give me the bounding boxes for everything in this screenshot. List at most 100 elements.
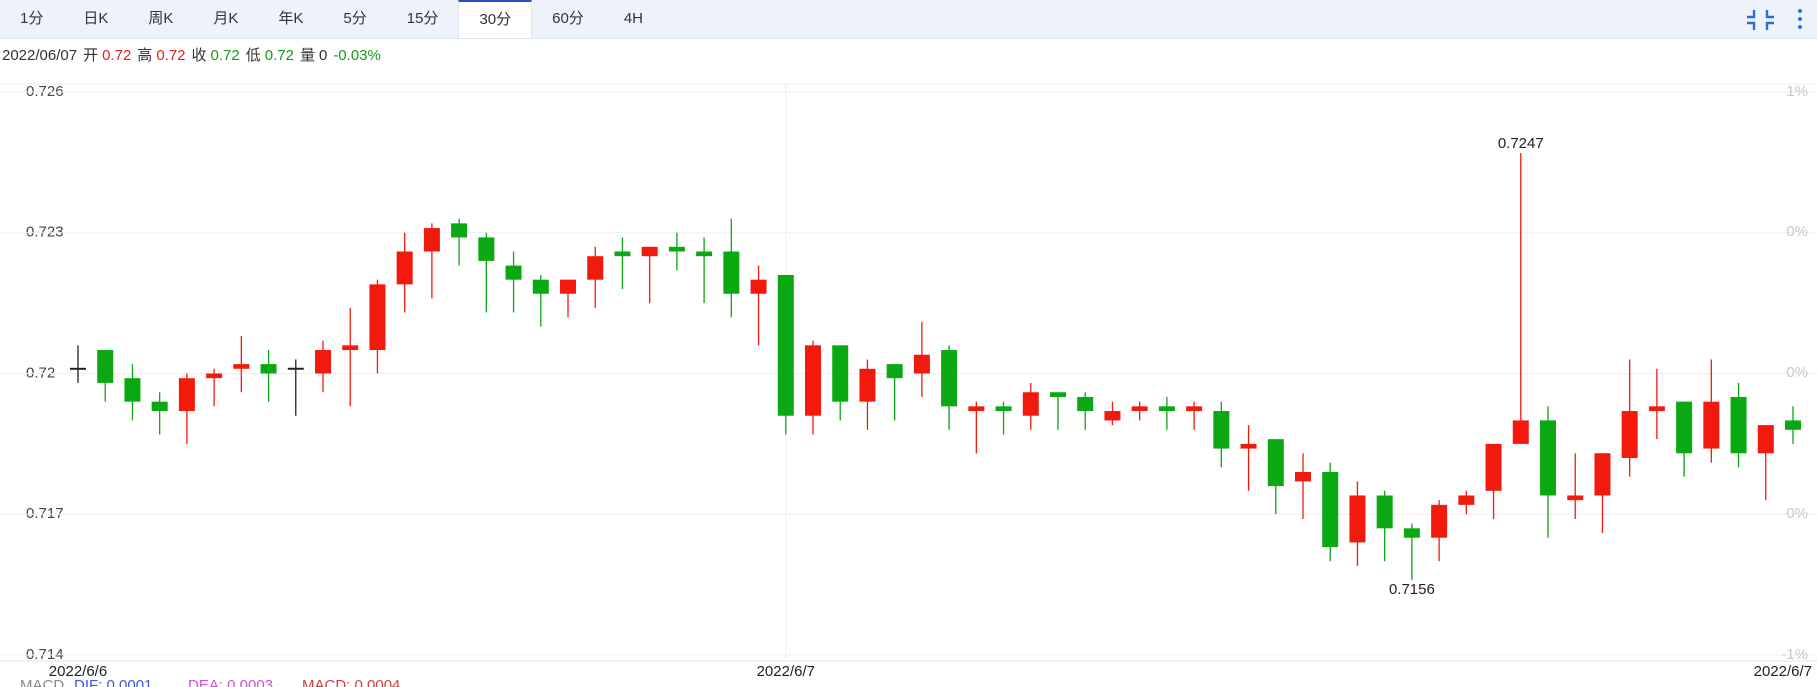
macd-label: MACD: [20, 677, 64, 687]
candle-body: [1022, 392, 1039, 416]
candle-body: [505, 265, 522, 280]
candle-body: [260, 364, 277, 374]
candle-body: [723, 251, 740, 294]
candle-body: [1757, 425, 1774, 454]
candle-body: [1077, 396, 1094, 412]
candle-body: [668, 246, 685, 252]
candle-body: [1567, 495, 1584, 501]
candle-body: [1703, 401, 1720, 449]
period-tab[interactable]: 1分: [20, 10, 44, 27]
info-label: 低: [245, 47, 261, 64]
candle-body: [1104, 411, 1121, 421]
candle-body: [1485, 443, 1502, 491]
info-value: 0.72: [102, 47, 132, 64]
period-tab[interactable]: 周K: [148, 10, 174, 27]
info-value: 0.72: [264, 47, 294, 64]
period-tabs: 1分 日K 周K 月K 年K 5分 15分 30分 60分 4H: [0, 0, 1817, 39]
candle-body: [1267, 439, 1284, 487]
candle-body: [941, 350, 958, 407]
candle-body: [124, 378, 141, 402]
collapse-icon[interactable]: [1747, 10, 1774, 30]
candle-body: [1158, 406, 1175, 412]
x-tick-label: 2022/6/7: [757, 663, 815, 680]
candle-body: [1594, 453, 1611, 496]
candle-body: [233, 364, 250, 369]
more-icon[interactable]: [1798, 9, 1802, 29]
candle-body: [859, 368, 876, 402]
x-tick-label: 2022/6/7: [1754, 663, 1812, 680]
candle-body: [832, 345, 849, 402]
toolbar-icons: [1747, 9, 1802, 30]
y2-tick-label: 0%: [1786, 223, 1808, 240]
candle-body: [696, 251, 713, 257]
candle-body: [532, 279, 549, 294]
candle-body: [995, 406, 1012, 412]
y-tick-label: 0.714: [26, 646, 64, 663]
period-tab[interactable]: 年K: [278, 10, 304, 27]
y-tick-label: 0.726: [26, 83, 64, 100]
candle-body: [1676, 401, 1693, 454]
y-tick-label: 0.723: [26, 224, 64, 241]
y-tick-label: 0.717: [26, 505, 64, 522]
period-tab[interactable]: 60分: [552, 10, 584, 27]
candle-body: [1050, 392, 1066, 397]
candle-body: [369, 284, 386, 351]
candle-body: [1376, 495, 1393, 529]
candle-body: [805, 345, 821, 416]
candle-body: [777, 274, 794, 416]
info-label: 量: [299, 47, 315, 64]
candle-body: [1349, 495, 1366, 543]
period-tab[interactable]: 4H: [623, 10, 643, 27]
period-tab[interactable]: 5分: [343, 10, 367, 27]
candle-body: [560, 279, 576, 294]
candle-body: [178, 378, 195, 412]
max-label: 0.7247: [1498, 135, 1544, 152]
candle-body: [641, 246, 658, 257]
candle-body: [1458, 495, 1475, 505]
y2-tick-label: 1%: [1786, 83, 1808, 100]
candle-body: [1431, 504, 1448, 538]
candle-body: [478, 237, 495, 261]
candle-body: [1131, 406, 1148, 412]
info-value: 0: [318, 47, 328, 64]
period-tab[interactable]: 30分: [458, 0, 533, 38]
candle-body: [968, 406, 985, 412]
period-tab[interactable]: 15分: [406, 10, 439, 27]
candle-body: [1403, 528, 1420, 538]
candle-body: [1240, 443, 1257, 449]
period-tab[interactable]: 月K: [213, 10, 239, 27]
macd-label: MACD: 0.0004: [302, 677, 400, 687]
macd-label: DEA: 0.0003: [188, 677, 273, 687]
info-value: 0.72: [210, 47, 240, 64]
info-date: 2022/06/07: [2, 47, 78, 64]
candle-body: [1785, 420, 1801, 430]
candle-body: [1730, 396, 1747, 454]
candle-body: [1186, 406, 1203, 412]
y2-tick-label: 0%: [1786, 364, 1808, 381]
x-tick-label: 2022/6/6: [49, 663, 107, 680]
candle-body: [1540, 420, 1556, 496]
y2-tick-label: -1%: [1781, 646, 1808, 663]
candle-body: [587, 256, 604, 280]
min-label: 0.7156: [1389, 581, 1435, 598]
candle-body: [97, 350, 114, 383]
candle-body: [206, 373, 223, 379]
period-tab[interactable]: 日K: [83, 10, 109, 27]
macd-label: DIF: 0.0001: [74, 677, 152, 687]
candle-body: [1213, 411, 1230, 449]
candle-body: [151, 401, 168, 412]
candle-body: [396, 251, 413, 285]
info-change: -0.03%: [333, 47, 381, 64]
candle-body: [1648, 406, 1665, 412]
candle-body: [342, 345, 359, 351]
info-label: 收: [191, 47, 207, 64]
candle-body: [913, 354, 930, 374]
candle-body: [1322, 472, 1339, 548]
y2-tick-label: 0%: [1786, 505, 1808, 522]
candle-body: [1295, 472, 1311, 482]
info-label: 高: [137, 47, 153, 64]
candle-body: [315, 350, 331, 374]
info-value: 0.72: [156, 47, 186, 64]
candle-body: [614, 251, 631, 257]
